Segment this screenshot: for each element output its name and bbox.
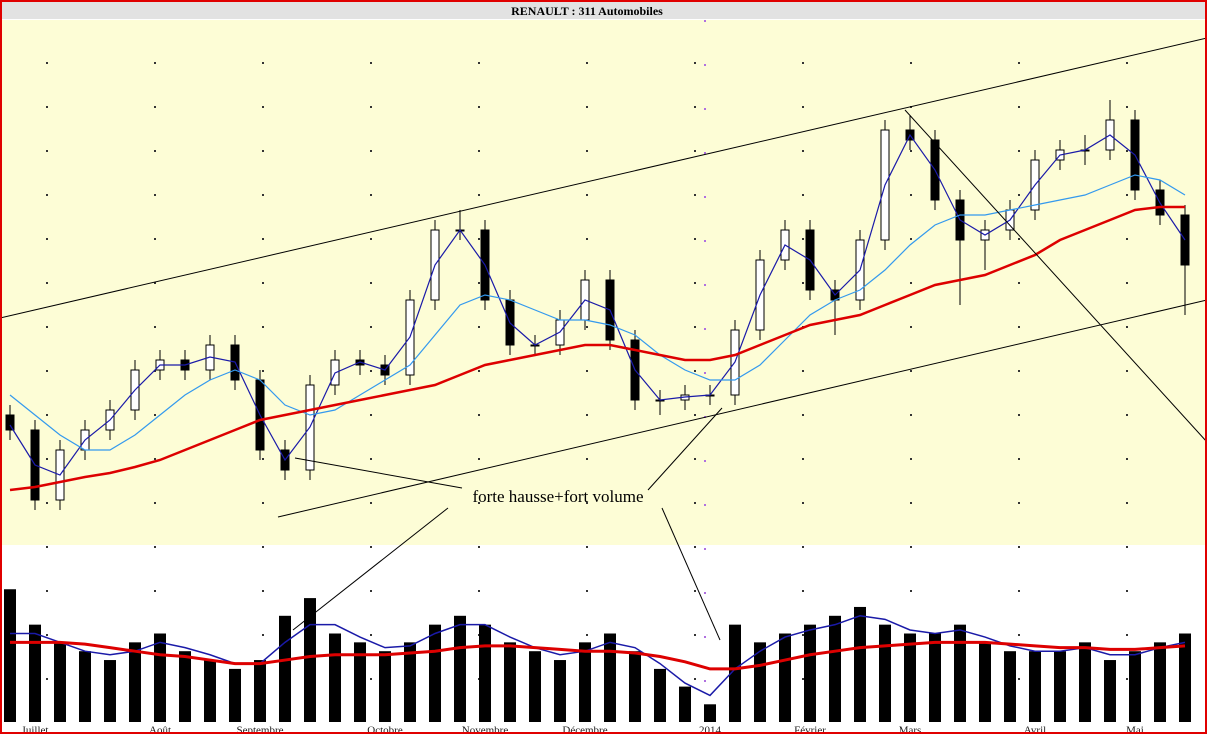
volume-bar: [854, 606, 866, 722]
volume-bar: [654, 668, 666, 722]
volume-bar: [204, 660, 216, 722]
volume-bar: [729, 624, 741, 722]
trend-line: [277, 299, 1207, 518]
x-tick-label: Novembre: [462, 725, 509, 734]
x-tick-label: Août: [149, 725, 171, 734]
annotation-arrow: [292, 507, 449, 631]
volume-bar: [1054, 651, 1066, 722]
volume-bar: [404, 642, 416, 722]
volume-bar: [604, 633, 616, 722]
trend-line: [904, 109, 1207, 443]
x-tick-label: Février: [794, 725, 826, 734]
volume-bar: [1029, 651, 1041, 722]
annotation: forte hausse+fort volume: [472, 487, 643, 506]
moving-average-line: [9, 205, 1185, 492]
x-tick-label: Décembre: [562, 725, 607, 734]
volume-bar: [1004, 651, 1016, 722]
volume-bar: [354, 642, 366, 722]
volume-bar: [979, 642, 991, 722]
volume-bar: [454, 615, 466, 722]
x-tick-label: Octobre: [367, 725, 403, 734]
moving-average-line: [9, 133, 1186, 476]
volume-bar: [704, 704, 716, 722]
x-tick-label: Mai: [1126, 725, 1144, 734]
volume-bar: [629, 651, 641, 722]
title-bar: [1, 1, 1206, 19]
volume-bar: [954, 624, 966, 722]
volume-average-line: [10, 615, 1186, 697]
volume-bar: [104, 660, 116, 722]
x-tick-label: Juillet: [22, 725, 49, 734]
volume-bar: [754, 642, 766, 722]
volume-bar: [129, 642, 141, 722]
volume-bar: [579, 642, 591, 722]
volume-bar: [779, 633, 791, 722]
grid-dots: [1, 20, 1206, 545]
volume-bar: [804, 624, 816, 722]
moving-average-line: [9, 174, 1186, 451]
x-tick-label: Mars: [899, 725, 922, 734]
volume-bar: [79, 651, 91, 722]
volume-bar: [429, 624, 441, 722]
chart-title: RENAULT : 311 Automobiles: [511, 4, 663, 18]
volume-bar: [304, 598, 316, 722]
volume-bar: [1154, 642, 1166, 722]
plot: Juillet Août Septembre Octobre Novembre Décem…: [4, 100, 1191, 734]
volume-bar: [829, 615, 841, 722]
volume-bar: [504, 642, 516, 722]
candle-body: [5, 414, 15, 431]
volume-bar: [329, 633, 341, 722]
annotation-arrow: [294, 457, 463, 489]
trend-line: [0, 37, 1207, 319]
volume-bar: [54, 642, 66, 722]
x-tick-label: 2014: [699, 725, 722, 734]
volume-bar: [154, 633, 166, 722]
volume-bar: [379, 651, 391, 722]
x-tick-label: Avril: [1024, 725, 1046, 734]
volume-average-line: [10, 640, 1186, 671]
volume-bar: [279, 615, 291, 722]
volume-bar: [254, 660, 266, 722]
volume-bar: [229, 668, 241, 722]
annotation-arrow: [661, 507, 721, 641]
volume-bar: [1079, 642, 1091, 722]
volume-bar: [904, 633, 916, 722]
volume-bar: [1129, 651, 1141, 722]
volume-bar: [1104, 660, 1116, 722]
volume-bar: [554, 660, 566, 722]
volume-bar: [1179, 633, 1191, 722]
volume-bar: [29, 624, 41, 722]
annotation-arrow: [647, 407, 723, 491]
volume-bar: [4, 589, 16, 722]
volume-bar: [679, 686, 691, 722]
volume-bar: [479, 624, 491, 722]
volume-bar: [529, 651, 541, 722]
x-tick-label: Septembre: [236, 725, 283, 734]
trend-lines: [0, 37, 1207, 641]
volume-bar: [929, 633, 941, 722]
volume-bar: [179, 651, 191, 722]
volume-bar: [879, 624, 891, 722]
